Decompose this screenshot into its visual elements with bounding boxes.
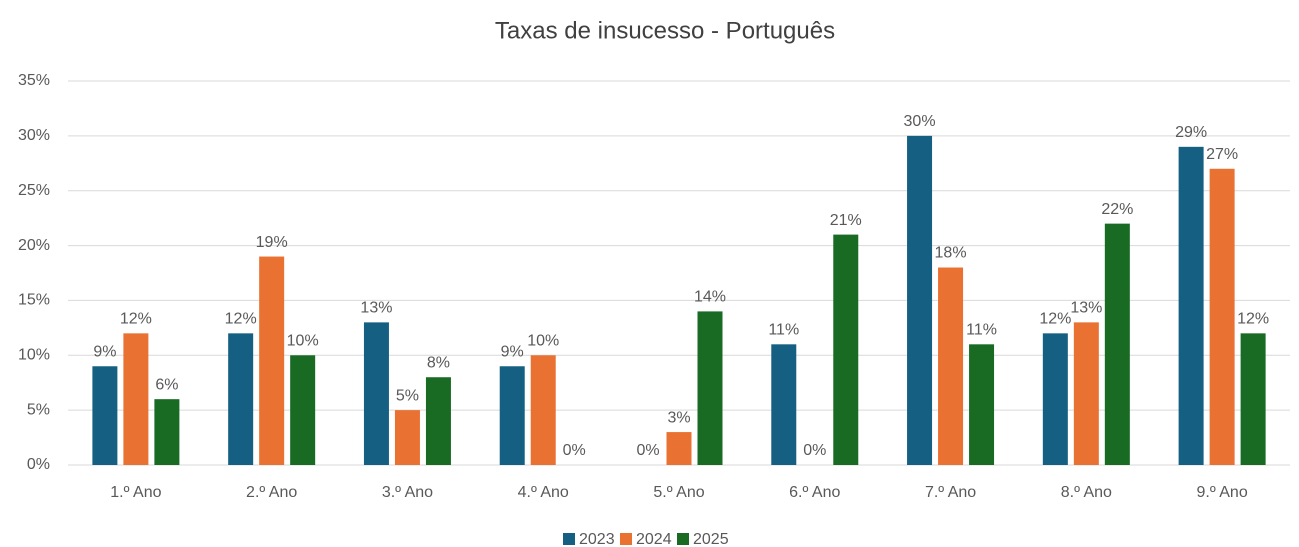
bar: [697, 311, 723, 465]
bar: [969, 344, 995, 465]
y-tick-label: 15%: [18, 292, 50, 309]
bar: [363, 322, 389, 465]
value-label: 3%: [667, 409, 690, 426]
bar: [1240, 333, 1266, 465]
x-tick-label: 6.º Ano: [789, 484, 840, 501]
value-label: 9%: [93, 343, 116, 360]
y-tick-label: 0%: [27, 456, 50, 473]
x-tick-label: 2.º Ano: [246, 484, 297, 501]
value-label: 12%: [1237, 311, 1269, 328]
legend-swatch: [620, 533, 632, 545]
y-tick-label: 10%: [18, 347, 50, 364]
x-tick-label: 4.º Ano: [518, 484, 569, 501]
value-label: 22%: [1101, 201, 1133, 218]
bar: [938, 267, 964, 465]
value-label: 12%: [225, 311, 257, 328]
bar: [228, 333, 254, 465]
bar: [499, 366, 525, 465]
legend-swatch: [677, 533, 689, 545]
bar: [833, 234, 859, 465]
x-tick-label: 8.º Ano: [1061, 484, 1112, 501]
value-label: 8%: [427, 354, 450, 371]
value-label: 11%: [966, 322, 997, 339]
value-label: 13%: [1070, 300, 1102, 317]
value-label: 9%: [501, 343, 524, 360]
bar: [259, 256, 285, 465]
legend-label: 2023: [579, 531, 615, 547]
y-tick-label: 5%: [27, 401, 50, 418]
x-tick-label: 5.º Ano: [653, 484, 704, 501]
bar: [907, 135, 933, 465]
bar: [154, 399, 180, 465]
legend-label: 2025: [693, 531, 729, 547]
x-tick-label: 9.º Ano: [1197, 484, 1248, 501]
bar: [1073, 322, 1099, 465]
value-label: 0%: [803, 442, 826, 459]
value-label: 14%: [694, 289, 726, 306]
bar: [1104, 223, 1130, 465]
value-label: 11%: [768, 322, 799, 339]
y-tick-label: 20%: [18, 237, 50, 254]
value-label: 18%: [935, 245, 967, 262]
legend-swatch: [563, 533, 575, 545]
chart-title: Taxas de insucesso - Português: [495, 17, 835, 44]
bar: [1042, 333, 1068, 465]
bar: [92, 366, 118, 465]
y-tick-label: 30%: [18, 127, 50, 144]
bar: [530, 355, 556, 465]
x-tick-label: 1.º Ano: [110, 484, 161, 501]
value-label: 19%: [256, 234, 288, 251]
value-label: 29%: [1175, 124, 1207, 141]
value-label: 10%: [527, 333, 559, 350]
bar: [425, 377, 451, 465]
bar: [771, 344, 797, 465]
value-label: 6%: [155, 376, 178, 393]
bar: [666, 432, 692, 465]
value-label: 5%: [396, 387, 419, 404]
x-tick-label: 7.º Ano: [925, 484, 976, 501]
value-label: 0%: [636, 442, 659, 459]
bar: [1209, 168, 1235, 465]
value-label: 10%: [287, 333, 319, 350]
value-label: 12%: [1039, 311, 1071, 328]
value-label: 27%: [1206, 146, 1238, 163]
y-tick-label: 35%: [18, 72, 50, 89]
x-tick-label: 3.º Ano: [382, 484, 433, 501]
bar: [123, 333, 149, 465]
value-label: 21%: [830, 212, 862, 229]
value-label: 30%: [904, 113, 936, 130]
value-label: 0%: [563, 442, 586, 459]
y-tick-label: 25%: [18, 182, 50, 199]
bar: [290, 355, 316, 465]
value-label: 13%: [360, 300, 392, 317]
legend-label: 2024: [636, 531, 672, 547]
value-label: 12%: [120, 311, 152, 328]
bar: [1178, 146, 1204, 466]
bar: [394, 410, 420, 465]
